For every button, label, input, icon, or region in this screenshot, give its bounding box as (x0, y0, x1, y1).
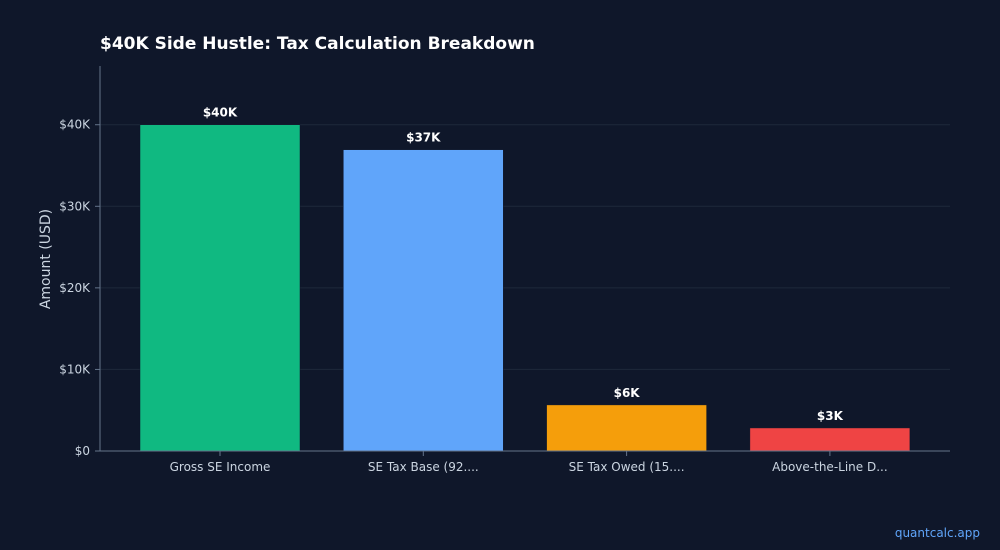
x-ticks: Gross SE Income SE Tax Base (92.... SE Tax… (170, 451, 888, 474)
y-ticks: $0 $10K $20K $30K $40K (59, 118, 100, 458)
bar-value-label: $3K (817, 409, 844, 423)
y-axis-title: Amount (USD) (38, 209, 54, 309)
x-tick-label: SE Tax Base (92.... (368, 460, 479, 474)
x-tick-label: Above-the-Line D... (772, 460, 888, 474)
y-tick-label: $40K (59, 118, 91, 132)
bar-value-label: $6K (614, 386, 641, 400)
bar (749, 427, 911, 452)
chart-title: $40K Side Hustle: Tax Calculation Breakd… (100, 34, 535, 54)
bar-value-label: $40K (203, 106, 238, 120)
bars (139, 124, 911, 452)
y-tick-label: $30K (59, 199, 91, 213)
axes (99, 66, 950, 452)
y-tick-label: $0 (75, 444, 90, 458)
y-tick-label: $10K (59, 362, 91, 376)
bar (343, 149, 504, 452)
data-labels: $40K $37K $6K $3K (203, 106, 844, 423)
x-tick-label: SE Tax Owed (15.... (569, 460, 685, 474)
bar (546, 404, 707, 452)
x-tick-label: Gross SE Income (170, 460, 271, 474)
y-tick-label: $20K (59, 281, 91, 295)
bar-value-label: $37K (406, 131, 441, 145)
bar (139, 124, 301, 452)
watermark-text: quantcalc.app (895, 526, 980, 540)
